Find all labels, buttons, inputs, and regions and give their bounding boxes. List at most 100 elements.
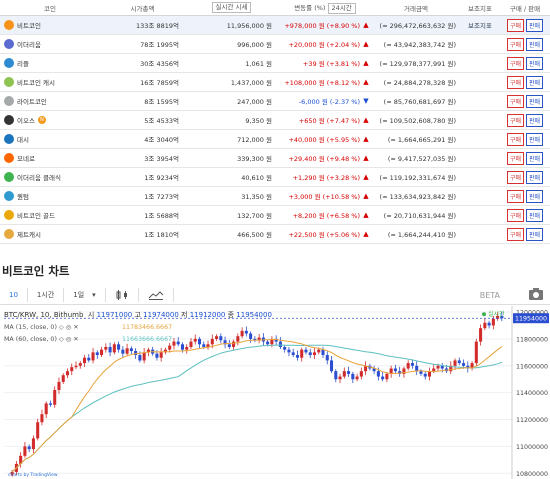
table-row[interactable]: 퀀텀 1조 7273억 31,350 원 +3,000 원 (+10.58 %)… (0, 187, 550, 206)
candle (359, 371, 363, 377)
coin-name-cell[interactable]: 이더리움 (0, 39, 100, 49)
candle (329, 360, 334, 372)
aux-indicator[interactable]: 보조지표 (468, 22, 492, 30)
period-1d-button[interactable]: 1일 ▾ (64, 287, 106, 302)
candle (496, 315, 500, 319)
coin-name[interactable]: 이더리움 클래식 (17, 174, 61, 182)
coin-name-cell[interactable]: 이오스 N (0, 115, 100, 125)
beta-label: BETA (479, 291, 500, 300)
sell-button[interactable]: 판매 (526, 132, 544, 146)
price-chart[interactable]: 12000000 11800000 11600000 11400000 11200000… (0, 306, 550, 479)
coin-icon (4, 153, 14, 163)
sell-button[interactable]: 판매 (526, 18, 544, 32)
sell-button[interactable]: 판매 (526, 37, 544, 51)
volume: (≈ 1,664,665,291 원) (387, 136, 456, 144)
coin-name-cell[interactable]: 라이트코인 (0, 96, 100, 106)
buy-button[interactable]: 구매 (506, 18, 524, 32)
table-row[interactable]: 리플 30조 4356억 1,061 원 +39 원 (+3.81 %) ▲ (… (0, 54, 550, 73)
coin-name[interactable]: 비트코인 골드 (17, 212, 55, 220)
legend-ma60-label[interactable]: MA (60, close, 0) (4, 336, 57, 343)
coin-name-cell[interactable]: 리플 (0, 58, 100, 68)
coin-name[interactable]: 라이트코인 (17, 98, 47, 106)
coin-name[interactable]: 대시 (17, 136, 29, 144)
period-1h-button[interactable]: 1시간 (28, 287, 65, 302)
buy-button[interactable]: 구매 (506, 170, 524, 184)
trade-buttons: 구매 판매 (500, 170, 550, 184)
coin-name[interactable]: 이더리움 (17, 41, 41, 49)
coin-name[interactable]: 리플 (17, 60, 29, 68)
sell-button[interactable]: 판매 (526, 113, 544, 127)
sell-button[interactable]: 판매 (526, 208, 544, 222)
coin-name-cell[interactable]: 비트코인 (0, 20, 100, 30)
buy-button[interactable]: 구매 (506, 75, 524, 89)
candle (117, 344, 121, 350)
trade-buttons: 구매 판매 (500, 189, 550, 203)
sell-button[interactable]: 판매 (526, 151, 544, 165)
coin-name[interactable]: 제트캐시 (17, 231, 41, 239)
buy-button[interactable]: 구매 (506, 113, 524, 127)
coin-name-cell[interactable]: 모네로 (0, 153, 100, 163)
header-price[interactable]: 실시간 시세 (185, 2, 278, 13)
price-type-select[interactable]: 실시간 시세 (211, 2, 252, 13)
chart-section-title: 비트코인 차트 (2, 264, 70, 278)
sell-button[interactable]: 판매 (526, 189, 544, 203)
sell-button[interactable]: 판매 (526, 75, 544, 89)
table-row[interactable]: 이더리움 78조 1995억 996,000 원 +20,000 원 (+2.0… (0, 35, 550, 54)
buy-button[interactable]: 구매 (506, 189, 524, 203)
table-row[interactable]: 라이트코인 8조 1595억 247,000 원 -6,000 원 (-2.37… (0, 92, 550, 111)
trade-buttons: 구매 판매 (500, 18, 550, 32)
buy-button[interactable]: 구매 (506, 94, 524, 108)
table-row[interactable]: 모네로 3조 3954억 339,300 원 +29,400 원 (+9.48 … (0, 149, 550, 168)
sell-button[interactable]: 판매 (526, 94, 544, 108)
buy-button[interactable]: 구매 (506, 151, 524, 165)
header-trade: 구매 / 판매 (509, 4, 541, 13)
buy-button[interactable]: 구매 (506, 37, 524, 51)
buy-button[interactable]: 구매 (506, 227, 524, 241)
legend-ma15[interactable]: MA (15, close, 0) ◇ ◎ ✕ (4, 324, 79, 331)
table-row[interactable]: 이오스 N 5조 4533억 9,350 원 +650 원 (+7.47 %) … (0, 111, 550, 130)
coin-name-cell[interactable]: 퀀텀 (0, 191, 100, 201)
indicators-button[interactable] (139, 287, 174, 302)
header-change[interactable]: 변동률 (%) 24시간 (278, 2, 372, 14)
legend-open: 11971000 (96, 311, 133, 319)
camera-icon[interactable] (528, 287, 544, 301)
legend-ma60[interactable]: MA (60, close, 0) ◇ ◎ ✕ (4, 336, 79, 343)
buy-button[interactable]: 구매 (506, 132, 524, 146)
sell-button[interactable]: 판매 (526, 56, 544, 70)
coin-name-cell[interactable]: 비트코인 캐시 (0, 77, 100, 87)
coin-name-cell[interactable]: 이더리움 클래식 (0, 172, 100, 182)
sell-button[interactable]: 판매 (526, 227, 544, 241)
indicators-icon[interactable] (148, 290, 164, 300)
coin-name-cell[interactable]: 대시 (0, 134, 100, 144)
interval-button[interactable]: 10 (0, 287, 28, 302)
sell-button[interactable]: 판매 (526, 170, 544, 184)
header-change-label[interactable]: 변동률 (%) (294, 3, 326, 12)
legend-close: 11954000 (236, 311, 272, 319)
coin-name[interactable]: 이오스 (17, 117, 35, 125)
coin-icon (4, 77, 14, 87)
header-market-cap[interactable]: 시가총액 (130, 4, 155, 13)
coin-name[interactable]: 모네로 (17, 155, 35, 163)
change: +978,000 원 (+8.90 %) (284, 22, 360, 30)
candle (278, 341, 282, 347)
table-row[interactable]: 대시 4조 3040억 712,000 원 +40,000 원 (+5.95 %… (0, 130, 550, 149)
legend-ma15-label[interactable]: MA (15, close, 0) (4, 324, 57, 331)
period-1d-label[interactable]: 1일 (73, 290, 85, 299)
coin-name[interactable]: 퀀텀 (17, 193, 29, 201)
coin-name-cell[interactable]: 비트코인 골드 (0, 210, 100, 220)
chevron-down-icon[interactable]: ▾ (92, 290, 96, 299)
period-select[interactable]: 24시간 (327, 2, 356, 14)
table-row[interactable]: 이더리움 클래식 1조 9234억 40,610 원 +1,290 원 (+3.… (0, 168, 550, 187)
coin-name-cell[interactable]: 제트캐시 (0, 229, 100, 239)
table-row[interactable]: 비트코인 골드 1조 5688억 132,700 원 +8,200 원 (+6.… (0, 206, 550, 225)
coin-name[interactable]: 비트코인 (17, 22, 41, 30)
coin-name[interactable]: 비트코인 캐시 (17, 79, 55, 87)
table-row[interactable]: 비트코인 캐시 16조 7859억 1,437,000 원 +108,000 원… (0, 73, 550, 92)
candlestick-icon[interactable] (115, 289, 129, 300)
buy-button[interactable]: 구매 (506, 56, 524, 70)
table-row[interactable]: 비트코인 133조 8819억 11,956,000 원 +978,000 원 … (0, 16, 550, 35)
market-cap: 8조 1595억 (144, 98, 179, 106)
buy-button[interactable]: 구매 (506, 208, 524, 222)
table-row[interactable]: 제트캐시 1조 1810억 466,500 원 +22,500 원 (+5.06… (0, 225, 550, 244)
candle-type-button[interactable] (106, 287, 139, 302)
